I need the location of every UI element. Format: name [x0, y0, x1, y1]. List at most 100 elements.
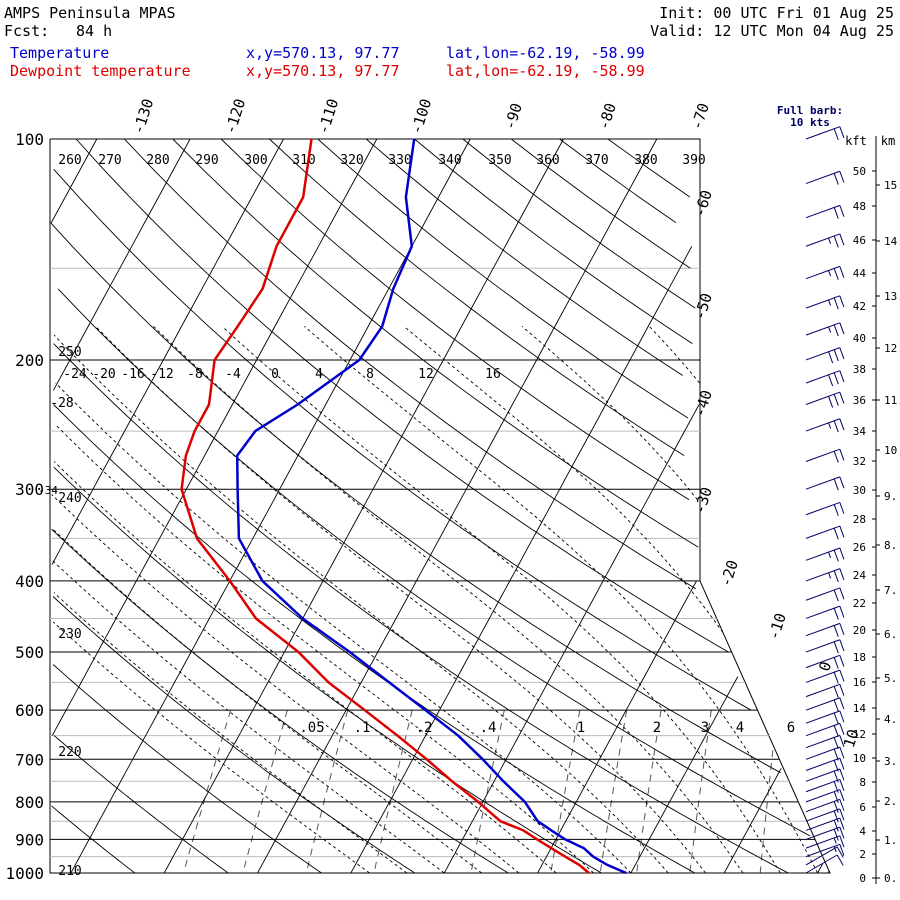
isotherm-label: -110	[314, 96, 342, 136]
mixing-ratio-label: 2	[653, 720, 661, 736]
pressure-tick-label: 700	[15, 750, 44, 769]
wind-barb-staff	[805, 568, 840, 582]
dry-adiabat	[559, 138, 677, 223]
wind-barb-flag	[833, 608, 839, 620]
wind-barb-flag	[839, 605, 845, 618]
legend-dewpoint: Dewpoint temperature	[10, 62, 191, 80]
wind-barb-flag	[839, 418, 845, 431]
wind-barb-flag	[839, 587, 845, 600]
temperature-line	[235, 138, 627, 875]
kft-tick-label: 22	[853, 597, 866, 610]
wind-barb-staff	[805, 233, 840, 247]
kft-tick-label: 14	[853, 702, 867, 715]
wind-barb-flag	[833, 748, 839, 761]
isotherm-label: -50	[690, 291, 715, 322]
wind-barb-flag	[833, 641, 839, 654]
wind-barb-flag	[833, 394, 839, 406]
wind-barb-flag	[839, 697, 845, 710]
mixing-ratio-line	[242, 710, 288, 874]
wind-barb-staff	[805, 605, 840, 619]
wind-barb-flag	[833, 128, 839, 141]
wind-barb-flag	[839, 448, 845, 461]
theta-label: 230	[58, 627, 81, 642]
wind-barb-flag	[839, 817, 845, 830]
kft-unit-label: kft	[845, 134, 867, 148]
wind-barb-flag	[833, 235, 839, 248]
isotherm	[350, 246, 693, 874]
mixing-ratio-label: 3	[701, 720, 709, 736]
forecast-hour: 84 h	[76, 22, 113, 40]
moist-adiabat	[55, 382, 632, 874]
mixing-ratio-label: .2	[416, 720, 433, 736]
thetae-label: -34	[38, 484, 58, 497]
isotherm-label: -130	[129, 96, 157, 136]
pressure-tick-label: 200	[15, 351, 44, 370]
isotherm	[70, 138, 471, 874]
wind-barb-flag	[839, 568, 845, 581]
mixing-ratio-label: .05	[299, 720, 324, 736]
wind-barb-flag	[833, 846, 837, 853]
wind-barb-flag	[839, 295, 845, 308]
theta-label: 290	[195, 153, 218, 168]
wind-barb-flag	[833, 268, 839, 280]
dewpoint-latlon: lat,lon=-62.19, -58.99	[446, 62, 645, 80]
km-tick-label: 13.	[884, 290, 900, 303]
km-tick-label: 4.	[884, 713, 897, 726]
pressure-tick-label: 1000	[5, 864, 44, 883]
wind-barb-flag	[839, 723, 845, 735]
chart-title: AMPS Peninsula MPAS	[4, 4, 176, 22]
isotherm	[163, 138, 564, 874]
wind-barb-flag	[833, 781, 839, 793]
wind-barb-staff	[805, 683, 840, 698]
km-tick-label: 5.	[884, 672, 897, 685]
wind-barb-staff	[805, 746, 840, 760]
theta-label: 260	[58, 153, 81, 168]
wind-barb-staff	[805, 265, 840, 280]
moist-adiabat	[51, 559, 445, 874]
moist-adiabat	[648, 326, 700, 384]
wind-barb-flag	[833, 549, 839, 562]
wind-barb-staff	[805, 778, 840, 793]
kft-tick-label: 34	[853, 425, 867, 438]
dry-adiabat	[53, 466, 602, 874]
kft-tick-label: 26	[853, 541, 866, 554]
wind-barb-flag	[839, 639, 845, 652]
dry-adiabat	[53, 404, 696, 874]
wind-barb-flag	[828, 237, 832, 244]
isotherm-label: -10	[764, 611, 789, 642]
dry-adiabat	[50, 222, 781, 774]
wind-barb-flag	[839, 547, 845, 560]
dry-adiabat	[510, 138, 691, 269]
valid-time: Valid: 12 UTC Mon 04 Aug 25	[650, 22, 894, 40]
thetae-label: -24	[63, 367, 87, 382]
wind-barb-staff	[805, 170, 840, 185]
wind-barb-staff	[805, 722, 840, 737]
wind-barb-staff	[805, 846, 838, 866]
wind-barb-flag	[839, 370, 845, 383]
km-tick-label: 10.	[884, 444, 900, 457]
wind-barb-flag	[839, 844, 845, 856]
theta-label: 330	[388, 153, 411, 168]
wind-barb-flag	[833, 828, 839, 841]
wind-barb-flag	[839, 768, 845, 781]
kft-tick-label: 18	[853, 651, 866, 664]
km-tick-label: 2.	[884, 795, 897, 808]
mixing-ratio-label: 1	[577, 720, 585, 736]
kft-tick-label: 20	[853, 624, 866, 637]
plot-frame	[49, 138, 831, 874]
wind-barb-flag	[839, 233, 845, 246]
moist-adiabat	[52, 621, 370, 874]
wind-barb-flag	[839, 789, 845, 802]
theta-label: 210	[58, 864, 81, 879]
kft-tick-label: 30	[853, 484, 866, 497]
kft-tick-label: 4	[859, 825, 866, 838]
isotherm	[51, 138, 378, 736]
wind-barb-flag	[833, 801, 839, 813]
isotherm-label: -80	[594, 101, 619, 132]
pressure-tick-label: 500	[15, 643, 44, 662]
legend-temperature: Temperature	[10, 44, 110, 62]
pressure-tick-label: 900	[15, 830, 44, 849]
theta-label: 340	[438, 153, 461, 168]
km-tick-label: 0.	[884, 872, 897, 885]
moist-adiabat	[51, 494, 520, 874]
